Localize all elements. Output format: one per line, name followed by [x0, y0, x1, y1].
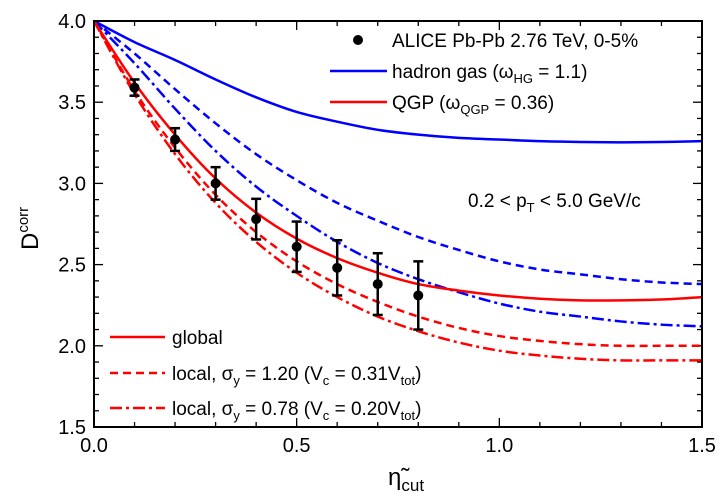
- x-tick-labels: 0.0 0.5 1.0 1.5: [80, 435, 716, 457]
- x-tick-label: 1.5: [688, 435, 716, 457]
- legend-label-global: global: [172, 328, 223, 349]
- model-curves: [92, 19, 703, 362]
- legend-top: ALICE Pb-Pb 2.76 TeV, 0-5% hadron gas (ω…: [330, 31, 638, 117]
- data-point: [210, 178, 221, 189]
- curve-hadron-gas-local-sigma-0-78: [93, 20, 703, 328]
- legend-marker-alice: [353, 35, 363, 45]
- curve-qgp-local-sigma-0-78: [92, 20, 702, 362]
- curve-qgp-global: [92, 20, 703, 302]
- y-tick-label: 2.5: [58, 255, 86, 277]
- data-point: [170, 134, 181, 145]
- y-tick-label: 1.5: [58, 417, 86, 439]
- curve-hadron-gas-global: [93, 19, 703, 144]
- legend-label-qgp: QGP (ωQGP = 0.36): [392, 93, 554, 117]
- data-point: [332, 262, 343, 273]
- legend-label-local-120: local, σy = 1.20 (Vc = 0.31Vtot): [172, 364, 421, 388]
- legend-bottom: global local, σy = 1.20 (Vc = 0.31Vtot) …: [110, 328, 421, 423]
- data-point: [129, 82, 140, 93]
- y-axis-label: Dcorr: [15, 207, 44, 250]
- data-points: [129, 78, 424, 331]
- x-tick-label: 1.0: [485, 435, 513, 457]
- data-point: [413, 290, 424, 301]
- plot-frame: [93, 20, 703, 428]
- legend-label-hadron-gas: hadron gas (ωHG = 1.1): [392, 62, 587, 86]
- curve-qgp-local-sigma-1-20: [92, 20, 702, 348]
- curve-hadron-gas-local-sigma-1-20: [93, 20, 703, 286]
- y-tick-label: 2.0: [58, 336, 86, 358]
- annotation-pt-range: 0.2 < pT < 5.0 GeV/c: [468, 191, 641, 215]
- data-point: [251, 214, 262, 225]
- y-tick-label: 3.0: [58, 173, 86, 195]
- legend-label-alice: ALICE Pb-Pb 2.76 TeV, 0-5%: [392, 31, 638, 52]
- x-axis-label: η̃cut: [388, 464, 424, 495]
- data-point: [372, 279, 383, 290]
- y-tick-labels: 1.5 2.0 2.5 3.0 3.5 4.0: [58, 11, 86, 439]
- legend-label-local-078: local, σy = 0.78 (Vc = 0.20Vtot): [172, 399, 421, 423]
- x-tick-label: 0.0: [80, 435, 108, 457]
- y-tick-label: 4.0: [58, 11, 86, 33]
- x-tick-label: 0.5: [283, 435, 311, 457]
- data-point: [291, 241, 302, 252]
- y-tick-label: 3.5: [58, 92, 86, 114]
